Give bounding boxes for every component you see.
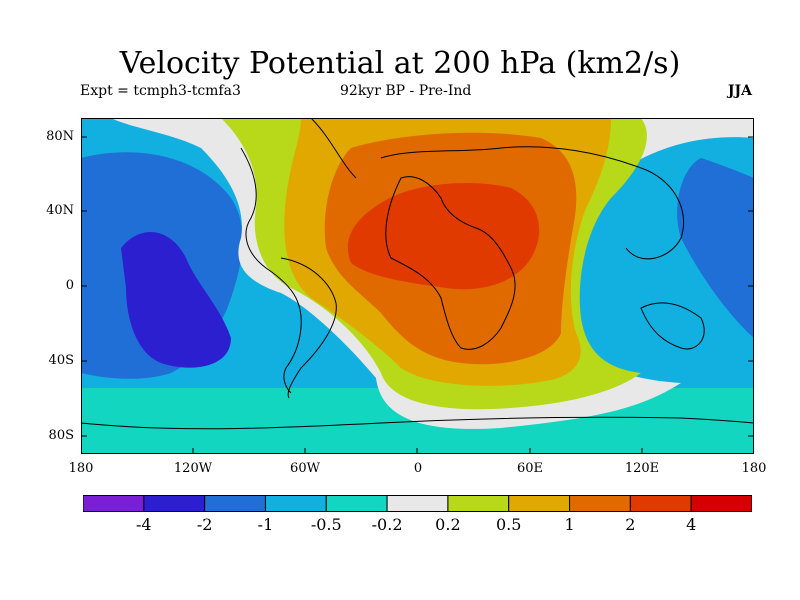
lon-tick-0: 0 bbox=[413, 461, 423, 476]
lon-tick-120e: 120E bbox=[624, 461, 660, 476]
colorbar-label: -4 bbox=[136, 515, 152, 534]
season-label: JJA bbox=[727, 83, 752, 99]
velocity-potential-map bbox=[81, 118, 754, 454]
lon-tick-60e: 60E bbox=[516, 461, 544, 476]
colorbar bbox=[83, 495, 752, 512]
colorbar-swatch bbox=[447, 495, 510, 512]
colorbar-swatch bbox=[629, 495, 692, 512]
field-positive-core bbox=[347, 183, 540, 290]
lat-tick-40s: 40S bbox=[48, 353, 74, 368]
colorbar-label: 1 bbox=[564, 515, 575, 534]
lon-tick-60w: 60W bbox=[290, 461, 320, 476]
colorbar-swatch bbox=[143, 495, 206, 512]
map-title: Velocity Potential at 200 hPa (km2/s) bbox=[119, 46, 681, 81]
colorbar-label: -0.5 bbox=[310, 515, 342, 534]
colorbar-label: 0.2 bbox=[435, 515, 461, 534]
colorbar-swatch bbox=[386, 495, 449, 512]
coastlines bbox=[81, 118, 754, 430]
experiment-label: Expt = tcmph3-tcmfa3 bbox=[80, 83, 241, 99]
colorbar-label: 2 bbox=[625, 515, 636, 534]
lat-tick-0: 0 bbox=[65, 278, 74, 293]
colorbar-label: 4 bbox=[686, 515, 697, 534]
colorbar-swatch bbox=[569, 495, 631, 512]
lon-tick-180e: 180 bbox=[741, 461, 767, 476]
lat-tick-80s: 80S bbox=[48, 428, 74, 443]
colorbar-label: 0.5 bbox=[495, 515, 522, 534]
colorbar-label: -1 bbox=[257, 515, 274, 534]
lat-tick-80n: 80N bbox=[46, 129, 74, 144]
period-label: 92kyr BP - Pre-Ind bbox=[340, 83, 472, 99]
colorbar-swatch bbox=[204, 495, 266, 512]
colorbar-swatch bbox=[264, 495, 327, 512]
lon-tick-180w: 180 bbox=[68, 461, 94, 476]
lon-tick-120w: 120W bbox=[173, 461, 213, 476]
colorbar-swatch bbox=[508, 495, 571, 512]
field-pacific-core bbox=[121, 231, 231, 368]
lat-tick-40n: 40N bbox=[46, 203, 74, 218]
colorbar-swatch bbox=[325, 495, 388, 512]
colorbar-swatch bbox=[83, 495, 145, 512]
colorbar-swatch bbox=[690, 495, 752, 512]
colorbar-label: -0.2 bbox=[371, 515, 403, 534]
field-east-blue bbox=[677, 158, 754, 338]
colorbar-label: -2 bbox=[196, 515, 213, 534]
tick-marks bbox=[81, 136, 754, 454]
